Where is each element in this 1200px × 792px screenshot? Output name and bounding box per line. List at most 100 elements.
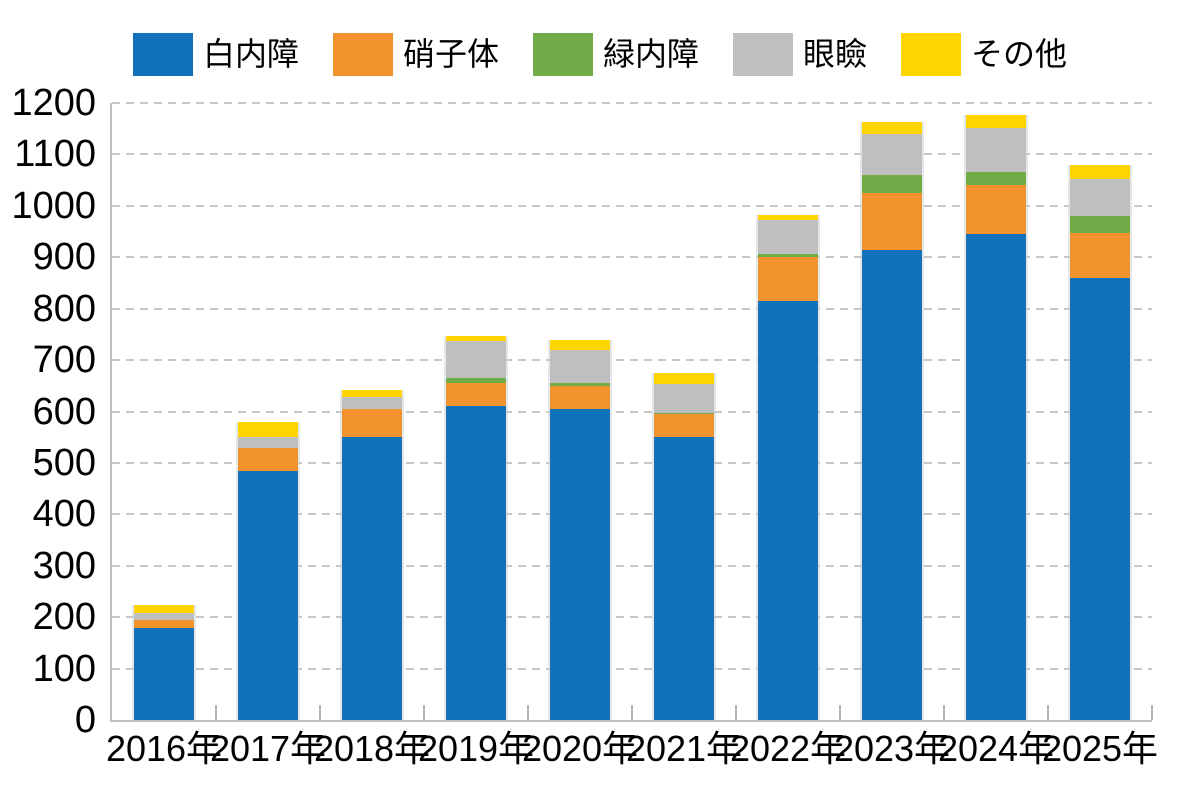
gridline-1100 (112, 153, 1152, 156)
bar-segment-白内障 (446, 406, 506, 720)
legend-label: 眼瞼 (803, 36, 868, 72)
bar-segment-白内障 (966, 234, 1026, 720)
x-category-label: 2024年 (937, 728, 1055, 769)
bar-segment-硝子体 (654, 414, 714, 438)
gridline-100 (112, 667, 1152, 670)
bar-segment-硝子体 (758, 257, 818, 301)
bar-segment-硝子体 (1070, 232, 1130, 278)
x-tick (943, 705, 945, 720)
bar-2016年 (132, 605, 196, 720)
gridline-1000 (112, 204, 1152, 207)
gridline-500 (112, 461, 1152, 464)
legend-label: 白内障 (202, 36, 299, 72)
bar-segment-眼瞼 (758, 220, 818, 254)
bar-segment-白内障 (134, 627, 194, 720)
legend-label: 硝子体 (402, 36, 499, 72)
bar-segment-緑内障 (758, 253, 818, 258)
gridline-800 (112, 307, 1152, 310)
x-tick (839, 705, 841, 720)
x-tick (1047, 705, 1049, 720)
bar-segment-眼瞼 (134, 613, 194, 620)
chart-legend: 白内障 硝子体 緑内障 眼瞼 その他 (0, 31, 1200, 77)
bar-2021年 (652, 372, 716, 720)
x-tick (319, 705, 321, 720)
y-tick-label: 800 (32, 287, 96, 330)
x-category-label: 2020年 (521, 728, 639, 769)
bar-segment-緑内障 (966, 172, 1026, 186)
bar-2025年 (1068, 164, 1132, 720)
bar-2022年 (756, 214, 820, 720)
x-category-label: 2025年 (1041, 728, 1159, 769)
y-tick-label: 500 (32, 441, 96, 484)
bar-segment-硝子体 (134, 619, 194, 628)
gridline-400 (112, 513, 1152, 516)
legend-swatch-icon (901, 32, 962, 76)
x-tick (527, 705, 529, 720)
legend-item-3: 眼瞼 (733, 32, 868, 76)
bar-segment-その他 (1070, 164, 1130, 179)
bar-segment-硝子体 (862, 192, 922, 250)
bar-segment-その他 (134, 605, 194, 614)
x-category-label: 2023年 (833, 728, 951, 769)
gridline-700 (112, 359, 1152, 362)
x-category-label: 2018年 (313, 728, 431, 769)
y-tick-label: 1100 (14, 133, 96, 176)
legend-swatch-icon (132, 32, 193, 76)
bar-segment-眼瞼 (238, 437, 298, 448)
bar-segment-その他 (758, 214, 818, 221)
bar-segment-緑内障 (654, 412, 714, 415)
bar-segment-白内障 (1070, 277, 1130, 720)
x-axis-line (110, 720, 1152, 722)
x-tick (735, 705, 737, 720)
bar-segment-その他 (238, 421, 298, 438)
gridline-200 (112, 616, 1152, 619)
bar-segment-その他 (446, 335, 506, 342)
bar-segment-眼瞼 (862, 133, 922, 175)
bar-segment-緑内障 (550, 383, 610, 386)
bar-segment-眼瞼 (966, 127, 1026, 173)
legend-item-2: 緑内障 (532, 32, 699, 76)
bar-segment-硝子体 (342, 408, 402, 438)
y-tick-label: 100 (32, 647, 96, 690)
bar-segment-白内障 (238, 470, 298, 720)
bar-segment-その他 (342, 390, 402, 398)
legend-item-4: その他 (901, 32, 1068, 76)
bar-segment-白内障 (654, 437, 714, 720)
legend-item-0: 白内障 (132, 32, 299, 76)
y-tick-label: 900 (32, 236, 96, 279)
x-tick (631, 705, 633, 720)
y-tick-label: 400 (32, 493, 96, 536)
bar-segment-その他 (862, 122, 922, 134)
gridline-600 (112, 410, 1152, 413)
legend-swatch-icon (532, 32, 593, 76)
bar-segment-その他 (654, 372, 714, 384)
bar-2020年 (548, 339, 612, 720)
x-category-label: 2021年 (625, 728, 743, 769)
legend-swatch-icon (332, 32, 393, 76)
bar-segment-その他 (550, 339, 610, 350)
bar-segment-緑内障 (1070, 216, 1130, 233)
bar-segment-硝子体 (550, 385, 610, 409)
x-category-label: 2016年 (105, 728, 223, 769)
y-tick-label: 0 (74, 699, 96, 741)
bar-segment-硝子体 (446, 383, 506, 407)
bar-segment-緑内障 (862, 174, 922, 193)
bar-segment-硝子体 (238, 447, 298, 471)
legend-label: その他 (971, 36, 1068, 72)
bar-2017年 (236, 421, 300, 720)
bar-segment-眼瞼 (1070, 178, 1130, 217)
x-category-label: 2022年 (729, 728, 847, 769)
bar-segment-眼瞼 (342, 397, 402, 409)
bar-segment-眼瞼 (550, 349, 610, 384)
legend-item-1: 硝子体 (332, 32, 499, 76)
bar-segment-白内障 (758, 301, 818, 720)
x-tick (215, 705, 217, 720)
bar-segment-眼瞼 (446, 341, 506, 379)
bar-segment-白内障 (342, 437, 402, 720)
y-tick-label: 300 (32, 544, 96, 587)
x-tick (423, 705, 425, 720)
legend-swatch-icon (733, 32, 793, 76)
bar-2023年 (860, 122, 924, 720)
legend-label: 緑内障 (602, 36, 699, 72)
